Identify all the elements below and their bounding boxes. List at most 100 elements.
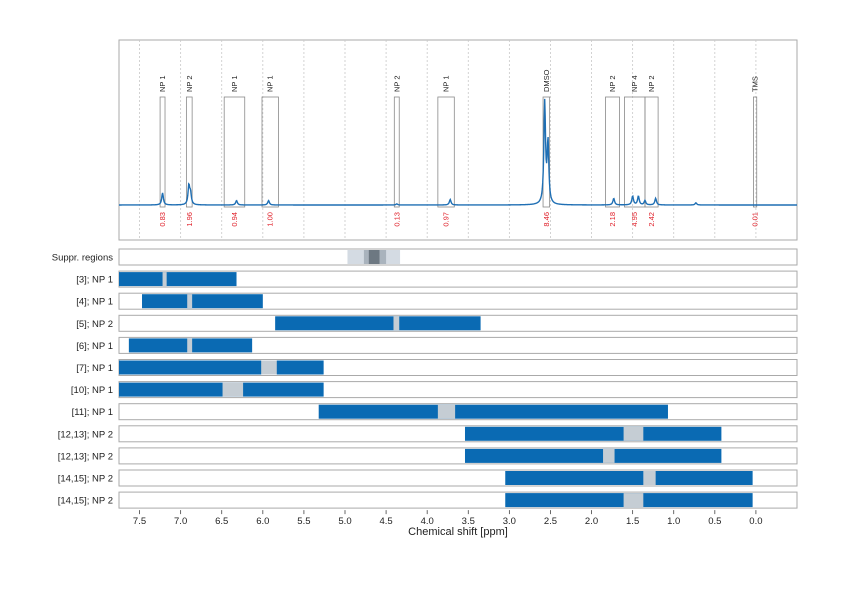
x-tick-label: 0.0: [749, 516, 762, 527]
annotation-label: NP 4: [630, 75, 639, 92]
annotation-box: [753, 96, 758, 208]
annotation-box: [644, 96, 659, 208]
x-tick-label: 1.0: [667, 516, 680, 527]
range-bar: [142, 294, 263, 309]
annotation-label: NP 2: [185, 75, 194, 92]
annotation-label: NP 1: [230, 75, 239, 92]
range-gap: [222, 382, 244, 397]
range-row: [6]; NP 1: [76, 336, 798, 354]
annotation-label: NP 1: [266, 75, 275, 92]
x-tick-label: 5.5: [297, 516, 310, 527]
range-row: [3]; NP 1: [76, 270, 798, 288]
range-bar: [119, 382, 324, 397]
range-bar: [275, 316, 481, 331]
range-bar: [119, 360, 324, 375]
range-rows-panel: Suppr. regions [3]; NP 1 [4]; NP 1 [5]; NP …: [52, 248, 798, 509]
x-tick-label: 6.0: [256, 516, 269, 527]
range-row: [4]; NP 1: [76, 292, 798, 310]
x-tick-label: 2.0: [585, 516, 598, 527]
row-label: [4]; NP 1: [76, 297, 113, 308]
range-row: [11]; NP 1: [72, 403, 798, 421]
row-label: [3]; NP 1: [76, 275, 113, 286]
range-row: [5]; NP 2: [76, 314, 798, 332]
range-gap: [187, 294, 193, 309]
spectrum-panel: NP 1 0.83 NP 2 1.96 NP 1 0.94 NP 1 1.00 NP 2 0.13…: [118, 39, 798, 241]
range-row: [12,13]; NP 2: [58, 425, 798, 443]
row-label: [14,15]; NP 2: [58, 496, 113, 507]
range-gap: [623, 426, 644, 441]
annotation-box: [223, 96, 246, 208]
annotation-label: NP 2: [392, 75, 401, 92]
range-gap: [393, 316, 400, 331]
row-label: [6]; NP 1: [76, 341, 113, 352]
x-tick-label: 5.0: [338, 516, 351, 527]
annotation-label: NP 2: [647, 75, 656, 92]
range-gap: [187, 338, 193, 353]
range-bar: [505, 471, 753, 485]
range-bar: [464, 426, 722, 441]
range-row: [10]; NP 1: [71, 381, 798, 399]
x-tick-label: 3.0: [503, 516, 516, 527]
range-gap: [437, 404, 456, 419]
row-label: [11]; NP 1: [72, 407, 113, 418]
range-row: [14,15]; NP 2: [58, 469, 798, 487]
annotation-label: DMSO: [542, 69, 551, 92]
annotation-box: [185, 96, 193, 208]
annotation-value: 0.94: [230, 212, 239, 227]
row-label: [7]; NP 1: [76, 363, 113, 374]
range-bar: [464, 448, 722, 463]
row-label: [12,13]; NP 2: [58, 451, 113, 462]
annotation-value: 4.95: [630, 212, 639, 227]
annotation-value: 0.01: [751, 212, 760, 227]
x-axis: 7.5 7.0 6.5 6.0 5.5 5.0 4.5 4.0 3.5 3.0 2.5 2.0 1.5 1…: [133, 510, 763, 527]
annotation-box: [605, 96, 620, 208]
range-bar: [119, 272, 237, 287]
annotation-value: 2.42: [647, 212, 656, 227]
range-row: [14,15]; NP 2: [58, 491, 798, 509]
x-tick-label: 3.5: [462, 516, 475, 527]
annotation-box: [437, 96, 455, 208]
row-label: [10]; NP 1: [71, 385, 113, 396]
range-row: [7]; NP 1: [76, 359, 798, 376]
range-gap: [603, 448, 615, 463]
suppression-segment: [368, 250, 380, 264]
spectrum-frame: [118, 39, 798, 241]
row-label: Suppr. regions: [52, 253, 114, 264]
x-tick-label: 2.5: [544, 516, 557, 527]
x-tick-label: 4.0: [421, 516, 434, 527]
annotation-box: [159, 96, 166, 208]
x-tick-label: 4.5: [379, 516, 392, 527]
row-label: [5]; NP 2: [76, 319, 113, 330]
annotation-label: NP 1: [158, 75, 167, 92]
annotation-value: 0.83: [158, 212, 167, 227]
annotation-label: NP 2: [608, 75, 617, 92]
row-frame: [118, 248, 798, 266]
annotation-value: 0.13: [392, 212, 401, 227]
row-frame: [118, 292, 798, 310]
row-label: [14,15]; NP 2: [58, 474, 113, 485]
annotation-value: 1.00: [266, 212, 275, 227]
annotation-box: [261, 96, 279, 208]
x-tick-label: 7.0: [174, 516, 187, 527]
x-tick-label: 7.5: [133, 516, 146, 527]
x-tick-label: 1.5: [626, 516, 639, 527]
annotation-box: [393, 96, 400, 208]
annotation-label: NP 1: [442, 75, 451, 92]
range-gap: [643, 471, 656, 485]
row-label: [12,13]; NP 2: [58, 429, 113, 440]
annotation-value: 2.18: [608, 212, 617, 227]
annotation-value: 0.97: [442, 212, 451, 227]
range-gap: [162, 272, 167, 287]
range-bar: [318, 404, 668, 419]
range-gap: [623, 493, 644, 508]
x-tick-label: 0.5: [708, 516, 721, 527]
x-tick-label: 6.5: [215, 516, 228, 527]
range-row: Suppr. regions: [52, 248, 798, 266]
annotation-value: 8.46: [542, 212, 551, 227]
row-frame: [118, 336, 798, 354]
spectrum-line: [119, 98, 797, 206]
annotation-label: TMS: [751, 76, 760, 92]
x-axis-label: Chemical shift [ppm]: [408, 526, 508, 538]
range-gap: [261, 360, 277, 375]
